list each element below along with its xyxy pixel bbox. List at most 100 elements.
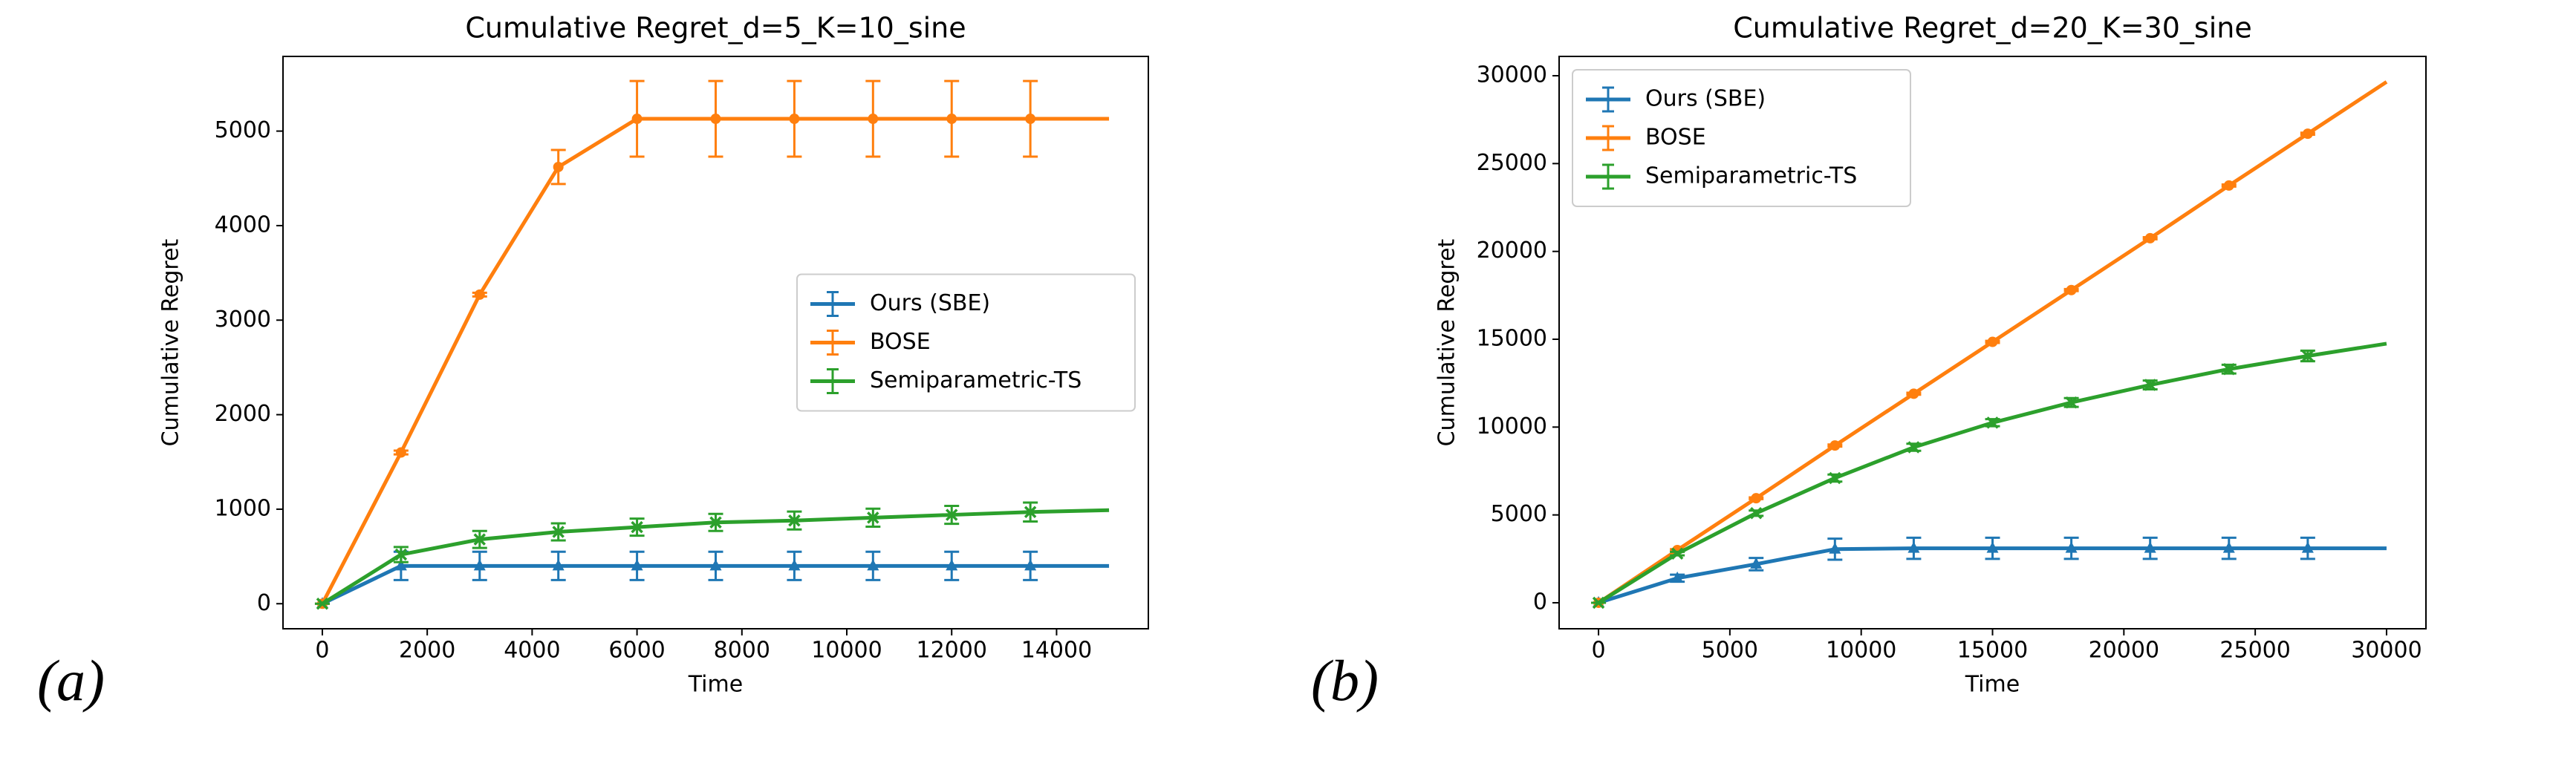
x-axis-label: Time <box>1965 672 2020 698</box>
marker <box>867 511 879 524</box>
marker <box>552 559 565 571</box>
marker <box>946 114 957 125</box>
chart: Cumulative Regret_d=5_K=10_sine (a) Time Cu… <box>37 12 1149 713</box>
legend-errorbar <box>827 291 839 317</box>
x-tick-label: 15000 <box>1957 638 2028 664</box>
legend-label: BOSE <box>870 329 931 355</box>
marker <box>631 114 643 125</box>
marker <box>631 559 643 571</box>
x-axis-label: Time <box>688 672 743 698</box>
marker <box>2223 180 2234 191</box>
x-tick-label: 25000 <box>2219 638 2290 664</box>
marker <box>1592 596 1605 609</box>
marker <box>1829 440 1841 451</box>
y-tick-label: 0 <box>257 590 271 616</box>
x-tick-label: 0 <box>1591 638 1605 664</box>
marker <box>867 559 879 571</box>
marker <box>394 559 407 571</box>
marker <box>2066 284 2077 295</box>
x-tick-label: 12000 <box>917 638 987 664</box>
legend-label: Ours (SBE) <box>870 290 990 316</box>
plot-frame <box>282 56 1149 630</box>
y-tick-label: 1000 <box>215 495 271 521</box>
marker <box>2144 541 2156 553</box>
marker <box>631 520 643 534</box>
marker <box>1024 506 1037 518</box>
marker <box>2302 128 2313 140</box>
marker <box>709 516 722 529</box>
marker <box>1751 493 1762 504</box>
marker <box>553 161 564 172</box>
marker <box>946 559 958 571</box>
marker <box>2144 232 2156 243</box>
marker <box>789 114 800 125</box>
marker <box>1907 541 1920 553</box>
x-tick-label: 30000 <box>2351 638 2421 664</box>
marker <box>1024 559 1037 571</box>
marker <box>788 559 801 571</box>
marker <box>316 598 329 610</box>
legend-errorbar <box>1602 163 1614 190</box>
x-tick-label: 10000 <box>1826 638 1896 664</box>
marker <box>1829 471 1841 485</box>
y-tick-label: 10000 <box>1477 413 1547 439</box>
y-tick-label: 3000 <box>215 307 271 333</box>
marker <box>2222 541 2235 553</box>
legend-errorbar <box>827 330 839 356</box>
legend-box <box>796 273 1136 412</box>
panel-label: (a) <box>37 648 105 713</box>
marker <box>710 114 721 125</box>
marker <box>473 559 486 571</box>
x-tick-label: 10000 <box>811 638 882 664</box>
x-tick-label: 5000 <box>1702 638 1758 664</box>
panel-label: (b) <box>1311 648 1379 713</box>
chart-title: Cumulative Regret_d=5_K=10_sine <box>465 12 966 45</box>
marker <box>2301 541 2314 553</box>
marker <box>1750 557 1763 569</box>
legend-box <box>1572 69 1911 207</box>
marker <box>1671 571 1684 583</box>
y-tick-label: 30000 <box>1477 62 1547 88</box>
x-tick-label: 8000 <box>714 638 770 664</box>
marker <box>2301 350 2315 362</box>
x-tick-label: 2000 <box>399 638 455 664</box>
x-tick-label: 20000 <box>2089 638 2159 664</box>
legend-label: Ours (SBE) <box>1645 86 1766 112</box>
marker <box>2144 379 2156 391</box>
marker <box>2222 362 2236 376</box>
legend-label: BOSE <box>1645 125 1706 151</box>
marker <box>473 533 487 546</box>
marker <box>709 559 722 571</box>
legend-errorbar <box>1602 86 1614 113</box>
y-tick-label: 20000 <box>1477 238 1547 264</box>
x-tick-label: 4000 <box>504 638 560 664</box>
marker <box>788 514 801 527</box>
marker <box>1908 388 1919 399</box>
legend-label: Semiparametric-TS <box>870 367 1082 393</box>
marker <box>1749 507 1763 520</box>
marker <box>1671 547 1684 560</box>
x-tick-label: 0 <box>315 638 329 664</box>
marker <box>394 548 408 561</box>
marker <box>1987 336 1998 347</box>
marker <box>1986 416 1999 429</box>
marker <box>868 114 879 125</box>
y-tick-label: 25000 <box>1477 150 1547 176</box>
chart-title: Cumulative Regret_d=20_K=30_sine <box>1733 12 2251 45</box>
legend-label: Semiparametric-TS <box>1645 163 1857 189</box>
y-tick-label: 2000 <box>215 401 271 427</box>
x-tick-label: 6000 <box>608 638 665 664</box>
marker <box>2065 541 2078 553</box>
marker <box>1986 541 1999 553</box>
plot-frame <box>1558 56 2427 630</box>
y-axis-label: Cumulative Regret <box>158 238 184 446</box>
marker <box>945 509 958 521</box>
marker <box>474 289 485 300</box>
series-line <box>1597 341 2387 605</box>
x-tick-label: 14000 <box>1021 638 1092 664</box>
y-tick-label: 15000 <box>1477 326 1547 352</box>
y-tick-label: 4000 <box>215 212 271 238</box>
y-tick-label: 5000 <box>1491 501 1547 527</box>
legend-errorbar <box>827 368 839 394</box>
